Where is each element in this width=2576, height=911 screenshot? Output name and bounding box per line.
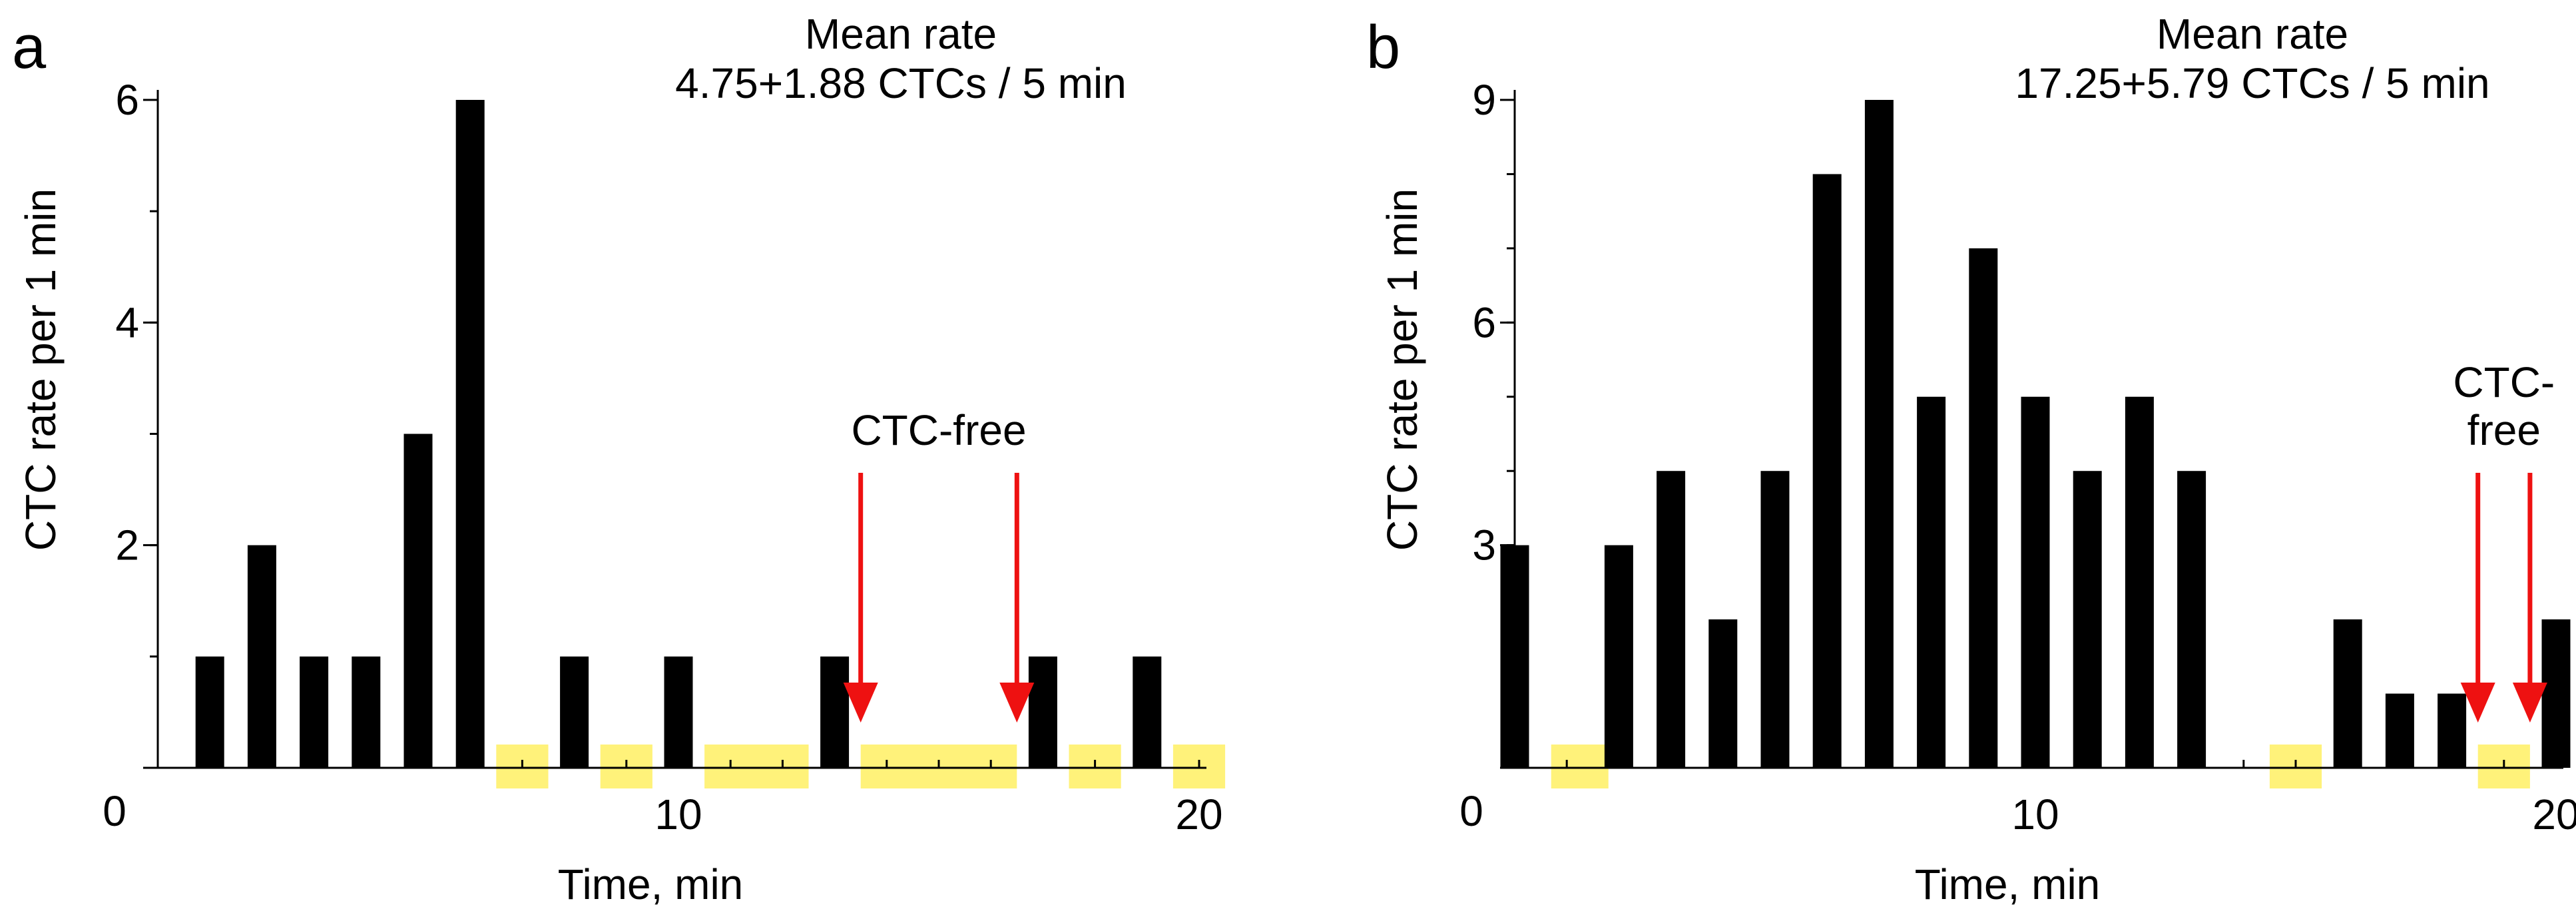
bar-b-10 [2073,471,2102,768]
y-axis-title-b: CTC rate per 1 min [1378,188,1426,551]
y-tick-label-b: 6 [1472,298,1496,346]
bar-a-4 [403,434,433,768]
bar-b-14 [2333,619,2362,768]
panel-b: b Mean rate 17.25+5.79 CTCs / 5 min CTC … [1366,10,2576,908]
y-axis-title-a: CTC rate per 1 min [17,188,65,551]
bar-b-17 [2541,619,2571,768]
bar-b-6 [1864,100,1894,768]
x-axis-title-b: Time, min [1915,860,2101,908]
bar-a-3 [352,656,381,768]
y-tick-label-a: 4 [115,298,139,346]
plot-area-b: 3 6 9 0 10 20 CTC-free [1459,76,2576,838]
ctc-free-highlight-b-0 [1551,745,1609,788]
bar-a-1 [247,545,276,768]
x-tick-label-b: 0 [1459,787,1483,835]
bar-a-9 [1028,656,1057,768]
x-axis-title-a: Time, min [558,860,744,908]
red-arrow-head-a-1 [999,683,1035,723]
panel-a: a Mean rate 4.75+1.88 CTCs / 5 min CTC r… [12,10,1226,908]
bar-b-3 [1708,619,1738,768]
x-tick-label-a: 20 [1175,790,1222,838]
mean-rate-title-b: Mean rate [2157,10,2348,58]
bar-b-5 [1812,174,1842,768]
panel-letter-a: a [12,13,47,81]
bar-b-9 [2021,396,2050,768]
bar-a-8 [820,656,850,768]
panel-letter-b: b [1366,13,1400,81]
x-tick-label-b: 10 [2011,790,2059,838]
mean-rate-value-b: 17.25+5.79 CTCs / 5 min [2015,59,2489,107]
bar-a-2 [300,656,329,768]
bar-a-5 [455,100,485,768]
bar-b-15 [2385,693,2414,768]
annotation-ctc-free-a-0: CTC-free [851,406,1026,454]
bar-b-4 [1760,471,1790,768]
bar-b-12 [2177,471,2206,768]
ctc-free-highlight-a-2 [704,745,809,788]
bar-a-6 [560,656,589,768]
red-arrow-head-b-0 [2460,683,2495,723]
x-tick-label-b: 20 [2532,790,2576,838]
bar-a-0 [195,656,224,768]
red-arrow-head-a-0 [843,683,878,723]
bar-a-10 [1133,656,1162,768]
plot-area-a: 2 4 6 0 10 20 CTC-free [103,76,1226,838]
y-tick-label-b: 9 [1472,76,1496,124]
mean-rate-title-a: Mean rate [805,10,997,58]
y-tick-label-a: 6 [115,76,139,124]
bar-b-16 [2438,693,2467,768]
annotation-ctc-free-b-1: free [2467,406,2541,454]
red-arrow-head-b-1 [2512,683,2547,723]
bar-a-7 [664,656,693,768]
annotation-ctc-free-b-0: CTC- [2453,358,2555,406]
bar-b-11 [2125,396,2154,768]
x-tick-label-a: 0 [103,787,127,835]
mean-rate-value-a: 4.75+1.88 CTCs / 5 min [675,59,1127,107]
bar-b-8 [1969,248,1998,768]
y-tick-label-a: 2 [115,521,139,569]
x-tick-label-a: 10 [654,790,702,838]
bar-b-1 [1604,545,1633,768]
y-tick-label-b: 3 [1472,521,1496,569]
bar-b-2 [1657,471,1686,768]
bar-b-7 [1917,396,1946,768]
